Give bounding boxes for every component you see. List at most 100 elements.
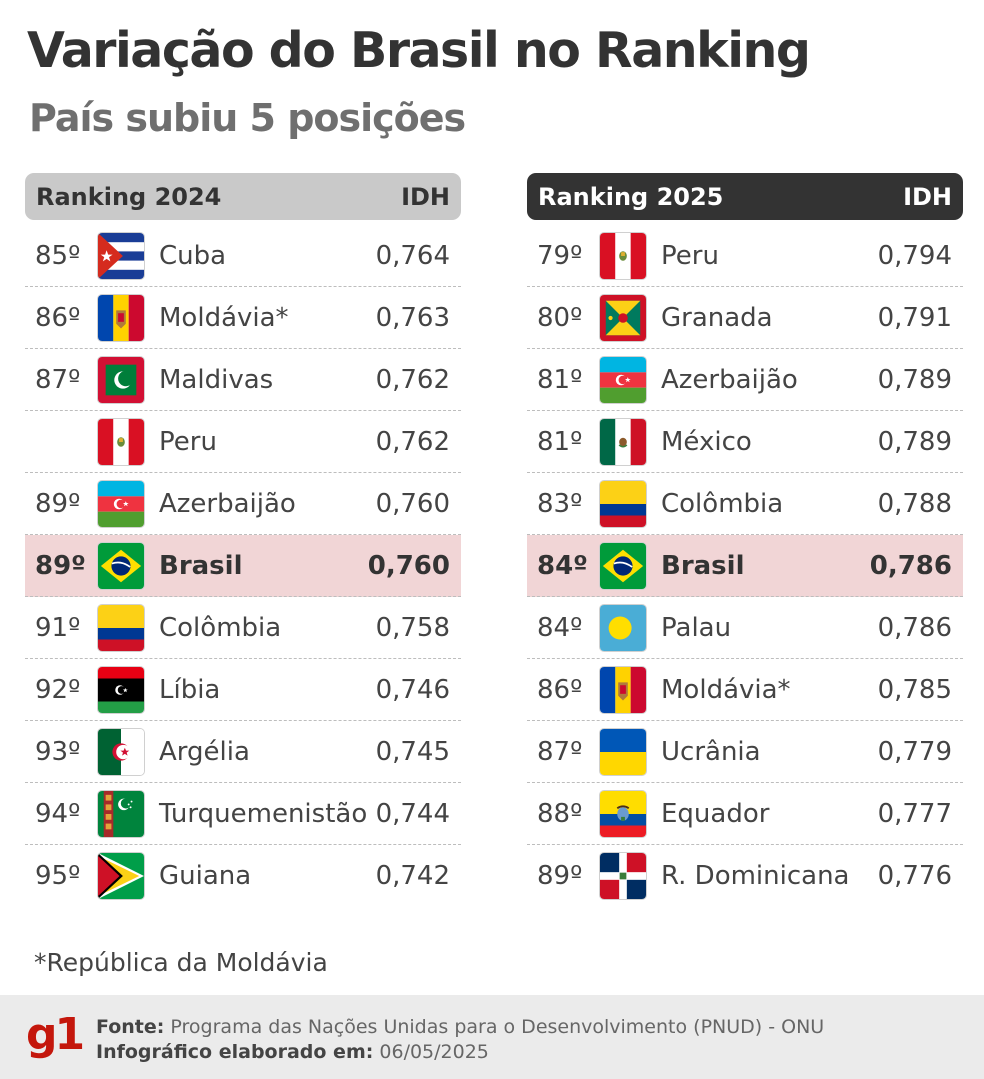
table-row: 79º Peru 0,794 bbox=[527, 225, 963, 287]
table-row: 83º Colômbia 0,788 bbox=[527, 473, 963, 535]
rank-value: 83º bbox=[537, 488, 583, 519]
colombia-flag-icon bbox=[97, 603, 145, 652]
maldives-flag-icon bbox=[97, 355, 145, 404]
ranking-2025-table: Ranking 2025 IDH 79º Peru 0,794 80º Granada 0… bbox=[527, 173, 963, 907]
idh-value: 0,742 bbox=[375, 861, 450, 891]
ranking-2024-rows: 85º Cuba 0,764 86º Moldávia* 0,763 87º Maldivas… bbox=[25, 225, 461, 907]
rank-value: 79º bbox=[537, 240, 583, 271]
country-name: Guiana bbox=[159, 861, 252, 891]
table-row: 89º Azerbaijão 0,760 bbox=[25, 473, 461, 535]
rank-value: 89º bbox=[537, 861, 583, 891]
country-name: Palau bbox=[661, 612, 732, 643]
idh-value: 0,764 bbox=[375, 240, 450, 271]
rank-value: 92º bbox=[35, 674, 81, 705]
page-title: Variação do Brasil no Ranking bbox=[27, 22, 811, 79]
libya-flag-icon bbox=[97, 665, 145, 714]
azerbaijan-flag-icon bbox=[599, 355, 647, 404]
idh-value: 0,777 bbox=[877, 798, 952, 829]
country-name: Azerbaijão bbox=[661, 364, 798, 395]
moldova-flag-icon bbox=[599, 665, 647, 714]
palau-flag-icon bbox=[599, 603, 647, 652]
country-name: Brasil bbox=[661, 550, 745, 581]
rank-value: 86º bbox=[537, 674, 583, 705]
idh-value: 0,789 bbox=[877, 426, 952, 457]
date-line: Infográfico elaborado em: 06/05/2025 bbox=[96, 1040, 824, 1065]
ranking-2024-header: Ranking 2024 IDH bbox=[25, 173, 461, 220]
country-name: R. Dominicana bbox=[661, 861, 850, 891]
idh-value: 0,763 bbox=[375, 302, 450, 333]
moldova-flag-icon bbox=[97, 293, 145, 342]
turkmenistan-flag-icon bbox=[97, 789, 145, 838]
table-row: 80º Granada 0,791 bbox=[527, 287, 963, 349]
rank-value: 95º bbox=[35, 861, 81, 891]
country-name: Peru bbox=[661, 240, 719, 271]
ecuador-flag-icon bbox=[599, 789, 647, 838]
idh-column-label: IDH bbox=[903, 182, 952, 211]
page-subtitle: País subiu 5 posições bbox=[29, 96, 466, 140]
grenada-flag-icon bbox=[599, 293, 647, 342]
rank-value: 85º bbox=[35, 240, 81, 271]
idh-value: 0,762 bbox=[375, 364, 450, 395]
country-name: Peru bbox=[159, 426, 217, 457]
rank-value: 89º bbox=[35, 550, 86, 581]
table-row: 87º Ucrânia 0,779 bbox=[527, 721, 963, 783]
source-line: Fonte: Programa das Nações Unidas para o… bbox=[96, 1015, 824, 1040]
idh-value: 0,760 bbox=[367, 550, 450, 581]
country-name: Maldivas bbox=[159, 364, 274, 395]
idh-value: 0,758 bbox=[375, 612, 450, 643]
brazil-flag-icon bbox=[97, 541, 145, 590]
source-text: Programa das Nações Unidas para o Desenv… bbox=[170, 1016, 825, 1038]
ranking-2024-table: Ranking 2024 IDH 85º Cuba 0,764 86º Moldávia… bbox=[25, 173, 461, 907]
idh-value: 0,791 bbox=[877, 302, 952, 333]
footer: g1 Fonte: Programa das Nações Unidas par… bbox=[0, 995, 984, 1079]
idh-value: 0,760 bbox=[375, 488, 450, 519]
country-name: Moldávia* bbox=[159, 302, 289, 333]
cuba-flag-icon bbox=[97, 231, 145, 280]
country-name: Moldávia* bbox=[661, 674, 791, 705]
rank-value: 87º bbox=[35, 364, 81, 395]
idh-value: 0,788 bbox=[877, 488, 952, 519]
peru-flag-icon bbox=[97, 417, 145, 466]
idh-value: 0,745 bbox=[375, 736, 450, 767]
table-row-highlight: 84º Brasil 0,786 bbox=[527, 535, 963, 597]
rank-value: 81º bbox=[537, 364, 583, 395]
table-row: 89º R. Dominicana 0,776 bbox=[527, 845, 963, 907]
country-name: Turquemenistão bbox=[159, 798, 368, 829]
table-row: 84º Palau 0,786 bbox=[527, 597, 963, 659]
idh-value: 0,779 bbox=[877, 736, 952, 767]
rank-value: 84º bbox=[537, 612, 583, 643]
country-name: Granada bbox=[661, 302, 773, 333]
guyana-flag-icon bbox=[97, 852, 145, 900]
country-name: Colômbia bbox=[661, 488, 784, 519]
country-name: Ucrânia bbox=[661, 736, 761, 767]
rank-value: 86º bbox=[35, 302, 81, 333]
table-row: 87º Maldivas 0,762 bbox=[25, 349, 461, 411]
credits: Fonte: Programa das Nações Unidas para o… bbox=[96, 1015, 824, 1065]
rank-value: 88º bbox=[537, 798, 583, 829]
country-name: Azerbaijão bbox=[159, 488, 296, 519]
rank-value: 89º bbox=[35, 488, 81, 519]
table-row: 81º Azerbaijão 0,789 bbox=[527, 349, 963, 411]
mexico-flag-icon bbox=[599, 417, 647, 466]
ukraine-flag-icon bbox=[599, 727, 647, 776]
colombia-flag-icon bbox=[599, 479, 647, 528]
ranking-2025-header: Ranking 2025 IDH bbox=[527, 173, 963, 220]
brazil-flag-icon bbox=[599, 541, 647, 590]
country-name: Líbia bbox=[159, 674, 221, 705]
azerbaijan-flag-icon bbox=[97, 479, 145, 528]
table-row: 93º Argélia 0,745 bbox=[25, 721, 461, 783]
table-row: 81º México 0,789 bbox=[527, 411, 963, 473]
rank-value: 91º bbox=[35, 612, 81, 643]
table-row: 91º Colômbia 0,758 bbox=[25, 597, 461, 659]
table-row: 86º Moldávia* 0,763 bbox=[25, 287, 461, 349]
peru-flag-icon bbox=[599, 231, 647, 280]
table-row: 85º Cuba 0,764 bbox=[25, 225, 461, 287]
ranking-2025-heading: Ranking 2025 bbox=[538, 182, 724, 211]
table-row: 92º Líbia 0,746 bbox=[25, 659, 461, 721]
ranking-2025-rows: 79º Peru 0,794 80º Granada 0,791 81º Azerbaijão… bbox=[527, 225, 963, 907]
table-row-highlight: 89º Brasil 0,760 bbox=[25, 535, 461, 597]
algeria-flag-icon bbox=[97, 727, 145, 776]
idh-value: 0,744 bbox=[375, 798, 450, 829]
country-name: Colômbia bbox=[159, 612, 282, 643]
idh-value: 0,776 bbox=[877, 861, 952, 891]
